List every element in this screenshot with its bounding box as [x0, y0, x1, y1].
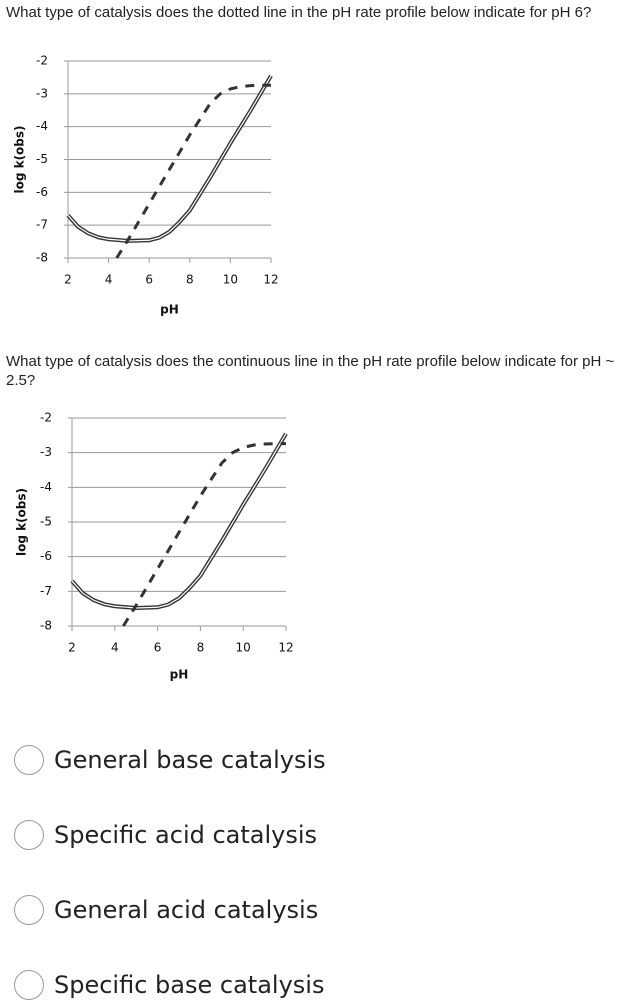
x-tick-label: 12: [278, 641, 293, 655]
solid-line: [66, 74, 273, 243]
y-tick-label: -5: [36, 152, 48, 166]
y-tick-label: -6: [36, 185, 48, 199]
option-label[interactable]: Specific base catalysis: [54, 971, 325, 999]
radio-button[interactable]: [14, 895, 44, 925]
y-tick-label: -3: [36, 86, 48, 100]
y-tick-label: -8: [36, 251, 48, 265]
dashed-line: [115, 83, 271, 259]
y-tick-label: -3: [40, 445, 52, 459]
x-axis-label: pH: [170, 668, 189, 682]
y-tick-label: -2: [36, 54, 48, 68]
y-tick-label: -5: [40, 515, 52, 529]
chart: -2 -3 -4 -5 -6 -7 -8 2 4 6 8 10 12 pH log k(obs): [13, 54, 279, 317]
x-tick-label: 8: [197, 641, 205, 655]
x-tick-label: 12: [263, 273, 278, 287]
x-tick-label: 4: [111, 641, 119, 655]
option[interactable]: Specific acid catalysis: [14, 817, 317, 853]
radio-button[interactable]: [14, 745, 44, 775]
x-tick-label: 6: [154, 641, 162, 655]
x-tick-label: 8: [186, 273, 194, 287]
y-tick-label: -7: [40, 584, 52, 598]
question: What type of catalysis does the dotted l…: [6, 4, 592, 21]
x-tick-label: 2: [68, 641, 76, 655]
question: What type of catalysis does the continuo…: [6, 353, 615, 389]
option-label[interactable]: General base catalysis: [54, 746, 326, 774]
dashed-line: [122, 442, 286, 627]
x-axis-label: pH: [160, 303, 179, 317]
solid-line-highlight: [67, 75, 272, 242]
x-tick-label: 2: [64, 273, 72, 287]
x-tick-label: 4: [105, 273, 113, 287]
option-label[interactable]: General acid catalysis: [54, 896, 319, 924]
x-tick-label: 10: [236, 641, 251, 655]
chart: -2 -3 -4 -5 -6 -7 -8 2 4 6 8 10 12 pH log k(obs): [15, 411, 294, 682]
y-axis-label: log k(obs): [15, 488, 29, 556]
y-tick-label: -4: [36, 119, 48, 133]
option[interactable]: General acid catalysis: [14, 892, 318, 928]
x-tick-label: 6: [145, 273, 153, 287]
y-tick-label: -6: [40, 549, 52, 563]
option[interactable]: Specific base catalysis: [14, 967, 324, 1003]
y-tick-label: -2: [40, 411, 52, 425]
radio-button[interactable]: [14, 970, 44, 1000]
x-tick-label: 10: [223, 273, 238, 287]
option-label[interactable]: Specific acid catalysis: [54, 821, 318, 849]
solid-line-highlight: [71, 433, 287, 609]
solid-line: [70, 432, 288, 610]
option[interactable]: General base catalysis: [14, 742, 326, 778]
y-tick-label: -7: [36, 218, 48, 232]
y-tick-label: -4: [40, 480, 52, 494]
radio-button[interactable]: [14, 820, 44, 850]
y-axis-label: log k(obs): [13, 125, 27, 193]
y-tick-label: -8: [40, 619, 52, 633]
